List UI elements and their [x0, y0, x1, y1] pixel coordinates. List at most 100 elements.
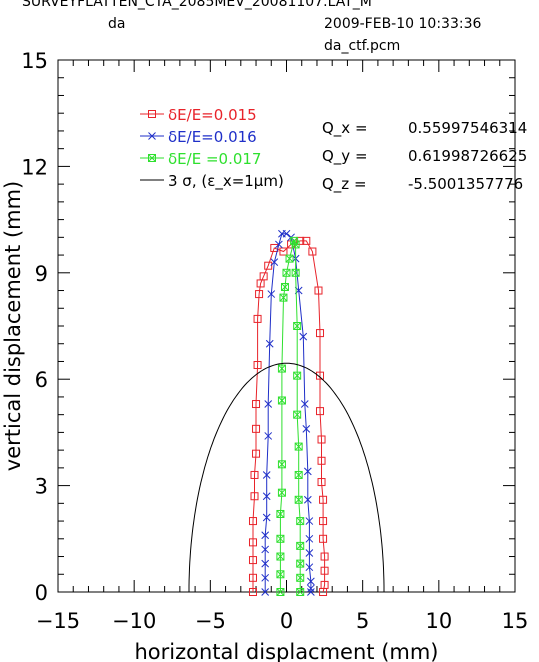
data-point-cross [294, 471, 303, 479]
tune-values: Q_x = 0.55997546314 Q_y = 0.61998726625 Q_z … [322, 119, 527, 194]
x-axis-label: horizontal displacment (mm) [135, 640, 439, 662]
data-point [264, 400, 273, 408]
tune-label: Q_x = [322, 119, 368, 138]
plot-subtitle: da [108, 16, 126, 32]
y-tick-label: 0 [35, 581, 48, 605]
series-line [279, 239, 301, 592]
data-point [294, 470, 303, 479]
data-point [316, 407, 325, 416]
plot-filename: da_ctf.pcm [324, 38, 401, 54]
data-point [279, 293, 288, 302]
data-point-cross [294, 495, 303, 504]
data-point [262, 471, 271, 479]
data-point [317, 456, 326, 465]
data-point [248, 517, 257, 526]
data-point-cross [293, 371, 302, 380]
data-point-cross [291, 240, 300, 249]
data-point [291, 240, 300, 249]
data-point [264, 261, 273, 270]
data-point [303, 467, 312, 476]
data-point [148, 110, 156, 118]
data-point-cross [282, 268, 291, 277]
data-point [300, 400, 309, 408]
data-point [319, 534, 328, 543]
legend-label: δE/E =0.017 [168, 150, 261, 168]
y-tick-label: 9 [35, 262, 48, 286]
data-point-cross [278, 460, 286, 469]
data-point [317, 478, 326, 487]
data-point [302, 424, 311, 433]
data-point [294, 495, 303, 504]
data-point-cross [285, 254, 294, 263]
data-point [317, 435, 326, 444]
data-point [250, 492, 259, 501]
data-point [305, 549, 314, 557]
series-1 [248, 236, 329, 596]
data-point-cross [293, 322, 302, 330]
x-tick-label: −5 [195, 609, 226, 633]
data-point [291, 268, 300, 277]
data-point [248, 556, 257, 565]
data-point-cross [276, 534, 285, 543]
data-point [285, 254, 294, 263]
data-point [282, 229, 291, 238]
data-point [296, 541, 305, 550]
legend-label: δE/E=0.015 [168, 106, 257, 124]
data-point [276, 509, 285, 518]
data-point [253, 361, 262, 370]
data-point [277, 364, 286, 373]
data-point [276, 552, 285, 561]
series-line [188, 362, 385, 592]
data-point-cross [278, 396, 286, 405]
data-point-cross [276, 588, 285, 596]
plot-datetime: 2009-FEB-10 10:33:36 [324, 16, 482, 32]
data-point-cross [276, 552, 285, 561]
x-tick-label: −15 [36, 609, 80, 633]
data-point [305, 534, 314, 543]
data-point [248, 538, 257, 547]
data-point [252, 400, 261, 409]
data-point [316, 329, 325, 338]
series-3 [276, 236, 305, 596]
tune-label: Q_y = [322, 147, 368, 166]
data-point [320, 566, 329, 575]
data-point [293, 371, 302, 380]
data-point [267, 290, 276, 298]
plot-frame [57, 59, 516, 593]
data-point [261, 559, 270, 568]
data-point-cross [148, 154, 156, 162]
data-point-cross [278, 364, 286, 373]
legend-label: δE/E=0.016 [168, 128, 257, 146]
data-point-cross [296, 573, 305, 582]
data-point-cross [278, 488, 286, 497]
data-point [148, 154, 156, 162]
series-4 [188, 362, 385, 592]
tune-value: 0.61998726625 [408, 147, 527, 165]
data-point [248, 573, 257, 582]
data-point [248, 588, 257, 596]
data-point [279, 247, 288, 256]
data-point [319, 517, 328, 526]
data-point [296, 588, 305, 596]
data-point [280, 282, 289, 291]
x-tick-label: 5 [356, 609, 369, 633]
data-point [307, 577, 315, 586]
x-tick-label: −10 [112, 609, 156, 633]
data-point [261, 588, 270, 596]
data-point [305, 563, 314, 572]
tune-value: -5.5001357776 [408, 175, 523, 193]
data-point [276, 588, 285, 596]
data-point [276, 570, 285, 579]
data-point [296, 559, 305, 568]
data-point [148, 132, 156, 140]
data-point [305, 517, 314, 525]
data-point [259, 272, 268, 281]
data-point-cross [296, 559, 305, 568]
data-point-cross [279, 293, 288, 302]
data-point [277, 396, 286, 405]
data-point [303, 495, 312, 504]
x-tick-label: 15 [502, 609, 529, 633]
data-point-cross [294, 442, 303, 451]
data-point [275, 240, 283, 249]
tune-label: Q_z = [322, 175, 367, 194]
